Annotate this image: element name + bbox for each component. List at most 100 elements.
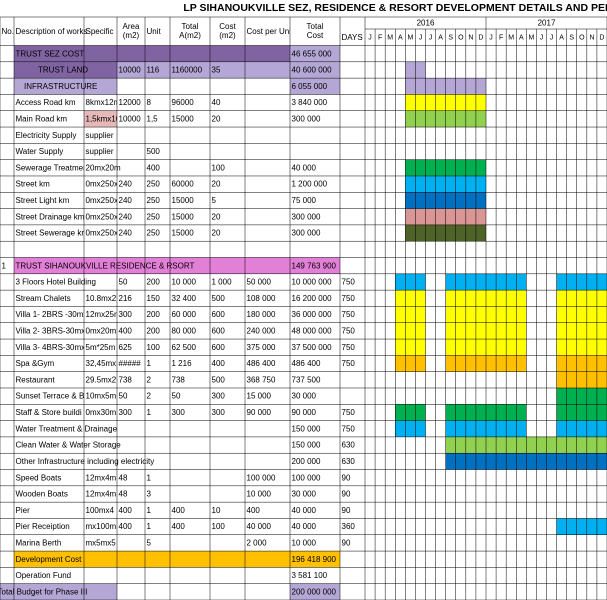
pert-bar (556, 355, 607, 372)
cell: INFRASTRUCTURE (24, 82, 97, 91)
cell: Villa 1- 2BRS -30mx3 (16, 310, 85, 319)
cell: 150 000 (292, 424, 321, 433)
cell-fill (290, 78, 340, 95)
cell-text: 50 (119, 392, 128, 401)
cell-text: 10mx5m (86, 392, 117, 401)
cell: 90 (342, 490, 351, 499)
cell-text: mx100m (86, 522, 117, 531)
cell-text: 20 (212, 212, 221, 221)
month-label: J (429, 35, 433, 42)
cell: J (550, 35, 554, 42)
cell: 40 600 000 (292, 66, 333, 75)
header-label: Total A(m2) (179, 22, 201, 40)
cell: 50 (119, 392, 128, 401)
cell: 196 418 900 (292, 555, 337, 564)
cell: 8kmx12m (86, 98, 121, 107)
cell: 60000 (172, 180, 195, 189)
cell: 240 (119, 212, 133, 221)
cell: ##### (119, 359, 142, 368)
cell-text: 0mx250x (86, 180, 118, 189)
cell-text: 75 000 (292, 196, 317, 205)
cell: M (387, 35, 393, 42)
cell: 1 (147, 408, 152, 417)
header-label: Description of works (16, 27, 88, 36)
cell-text: 35 (212, 66, 221, 75)
cell: 15000 (172, 229, 195, 238)
cell-text: 250 (147, 229, 161, 238)
cell-text: 300 (119, 408, 133, 417)
cell: 737 500 (292, 375, 321, 384)
cell-text: 750 (342, 424, 356, 433)
cell-text: 300 (212, 408, 226, 417)
cell-text: 200 000 (292, 457, 321, 466)
cell: M (407, 35, 413, 42)
cell-text: 90 000 (292, 408, 317, 417)
cell: 20 (212, 114, 221, 123)
header-label: Cost per Unit (247, 27, 294, 36)
cell: Sewerage Treatmen (16, 163, 85, 172)
cell-text: Villa 2- 3BRS-30mx3 (16, 327, 91, 336)
cell: 3 581 100 (292, 571, 328, 580)
cell: 100 (147, 343, 161, 352)
cell: Street km (16, 180, 51, 189)
cell-text: 300 000 (292, 229, 321, 238)
cell-text: 8kmx12m (86, 98, 121, 107)
cell-text: 750 (342, 294, 356, 303)
cell-text: 250 (147, 180, 161, 189)
cell-text: 738 (119, 375, 133, 384)
cell-text: 150 000 (292, 441, 321, 450)
cell-text: 1 200 000 (292, 180, 328, 189)
cell: S (448, 35, 453, 42)
cell-text: mx5mx5 (86, 539, 117, 548)
cell-text: 738 (172, 375, 186, 384)
cell-text: 750 (342, 359, 356, 368)
cell: 48 (119, 490, 128, 499)
cell-text: 150 000 (292, 424, 321, 433)
cell: TRUST LAND (38, 66, 88, 75)
cell-text: 300 000 (292, 212, 321, 221)
cell: 200 (147, 310, 161, 319)
cell: 1 (147, 506, 152, 515)
cell-text: 96000 (172, 98, 195, 107)
cell: 300 000 (292, 212, 321, 221)
cell: N (468, 35, 473, 42)
cell: 240 (119, 229, 133, 238)
cell: D (478, 35, 483, 42)
cell: 10000 (119, 114, 142, 123)
cell: 30 000 (292, 490, 317, 499)
cell-text: 100mx4 (86, 506, 115, 515)
cell: Restaurant (16, 375, 56, 384)
cell: 216 (119, 294, 133, 303)
cell-text: 2 000 (247, 539, 268, 548)
cell-text: Villa 3- 4BRS-30mx3 (16, 343, 91, 352)
month-label: J (419, 35, 423, 42)
cell-text: 50 (119, 278, 128, 287)
cell: 48 (119, 473, 128, 482)
month-label: A (398, 35, 403, 42)
cell-text: 240 (119, 229, 133, 238)
cell-text: 1 (147, 408, 152, 417)
cell-text: 15000 (172, 114, 195, 123)
cell: 90 000 (247, 408, 272, 417)
month-label: J (540, 35, 544, 42)
cell: A (438, 35, 443, 42)
cell: 200 (147, 278, 161, 287)
cell: Villa 2- 3BRS-30mx3 (16, 327, 91, 336)
cell: 3 Floors Hotel Building (16, 278, 96, 287)
cell-text: 10 000 (172, 278, 197, 287)
cell-fill (14, 45, 290, 62)
cell: 116 (147, 66, 160, 75)
cell: J (368, 35, 372, 42)
cell-text: 150 (147, 294, 161, 303)
cell-text: 180 000 (247, 310, 276, 319)
cell: 1 (147, 473, 152, 482)
cell-fill (0, 583, 117, 600)
cell-text: TRUST LAND (38, 66, 88, 75)
cell-fill (84, 110, 117, 128)
cell: M (528, 35, 534, 42)
header-label: Unit (147, 27, 162, 36)
cell: No. (2, 27, 14, 36)
cell: Villa 3- 4BRS-30mx3 (16, 343, 91, 352)
cell-text: 48 (119, 490, 128, 499)
sheet-title: LP SIHANOUKVILLE SEZ, RESIDENCE & RESORT… (183, 2, 607, 14)
